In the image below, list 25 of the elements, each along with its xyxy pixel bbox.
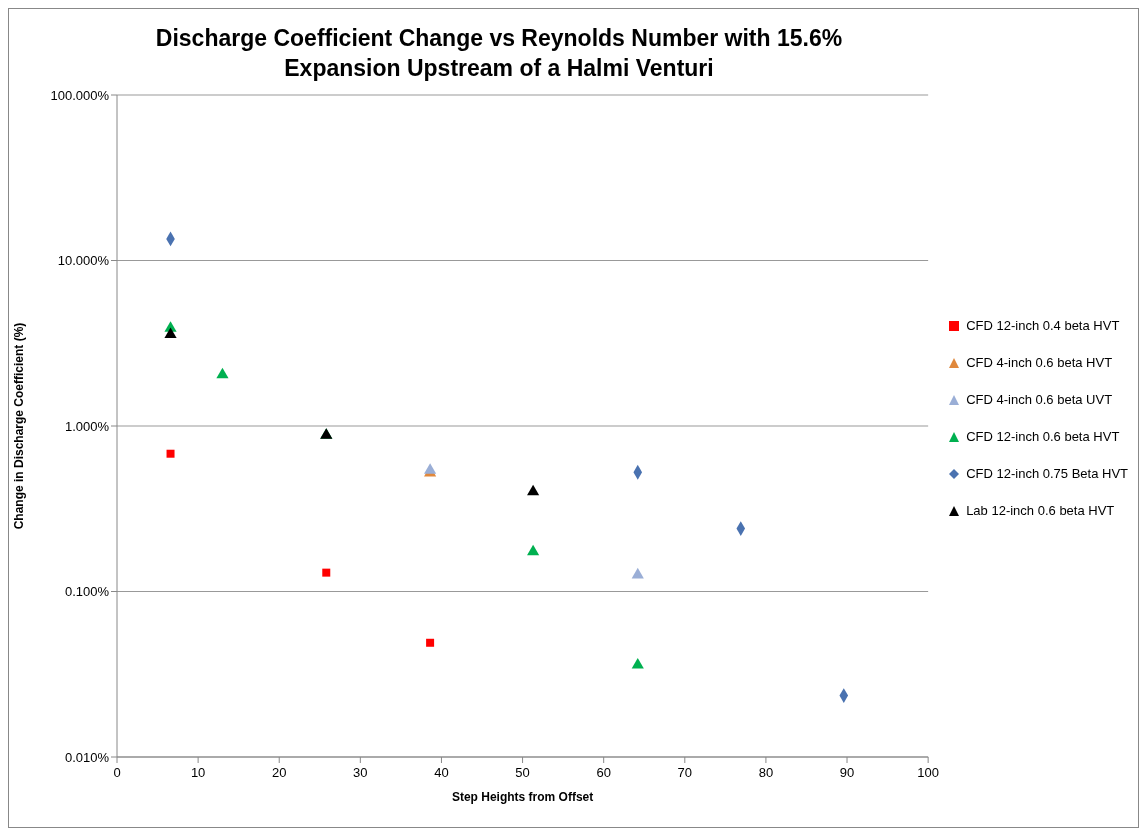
x-tick-label: 60 — [596, 765, 611, 780]
x-tick-label: 100 — [917, 765, 939, 780]
y-tick-label: 10.000% — [57, 253, 110, 269]
x-tick-label: 50 — [515, 765, 530, 780]
x-tick-label: 20 — [271, 765, 287, 780]
legend-label: CFD 4-inch 0.6 beta HVT — [966, 354, 1113, 372]
x-tick-label: 70 — [677, 765, 693, 780]
x-tick-label: 80 — [758, 765, 774, 780]
legend-label: CFD 12-inch 0.75 Beta HVT — [966, 465, 1128, 483]
legend-label: Lab 12-inch 0.6 beta HVT — [966, 502, 1115, 520]
x-axis-title: Step Heights from Offset — [451, 790, 594, 804]
legend-label: CFD 4-inch 0.6 beta UVT — [966, 391, 1113, 409]
y-tick-label: 1.000% — [64, 418, 110, 434]
legend-label: CFD 12-inch 0.6 beta HVT — [966, 428, 1120, 446]
x-tick-label: 10 — [190, 765, 206, 780]
y-axis-title: Change in Discharge Coefficient (%) — [12, 322, 27, 530]
y-tick-label: 0.010% — [64, 749, 110, 765]
x-tick-label: 30 — [353, 765, 368, 780]
y-tick-label: 100.000% — [50, 87, 110, 103]
x-tick-label: 0 — [113, 765, 121, 780]
x-tick-label: 40 — [434, 765, 449, 780]
chart-title: Discharge Coefficient Change vs Reynolds Number with 15.6% Expansion Upstream of a Halmi Venturi — [154, 24, 844, 83]
y-tick-label: 0.100% — [64, 584, 110, 600]
legend-label: CFD 12-inch 0.4 beta HVT — [966, 317, 1120, 335]
x-tick-label: 90 — [839, 765, 855, 780]
